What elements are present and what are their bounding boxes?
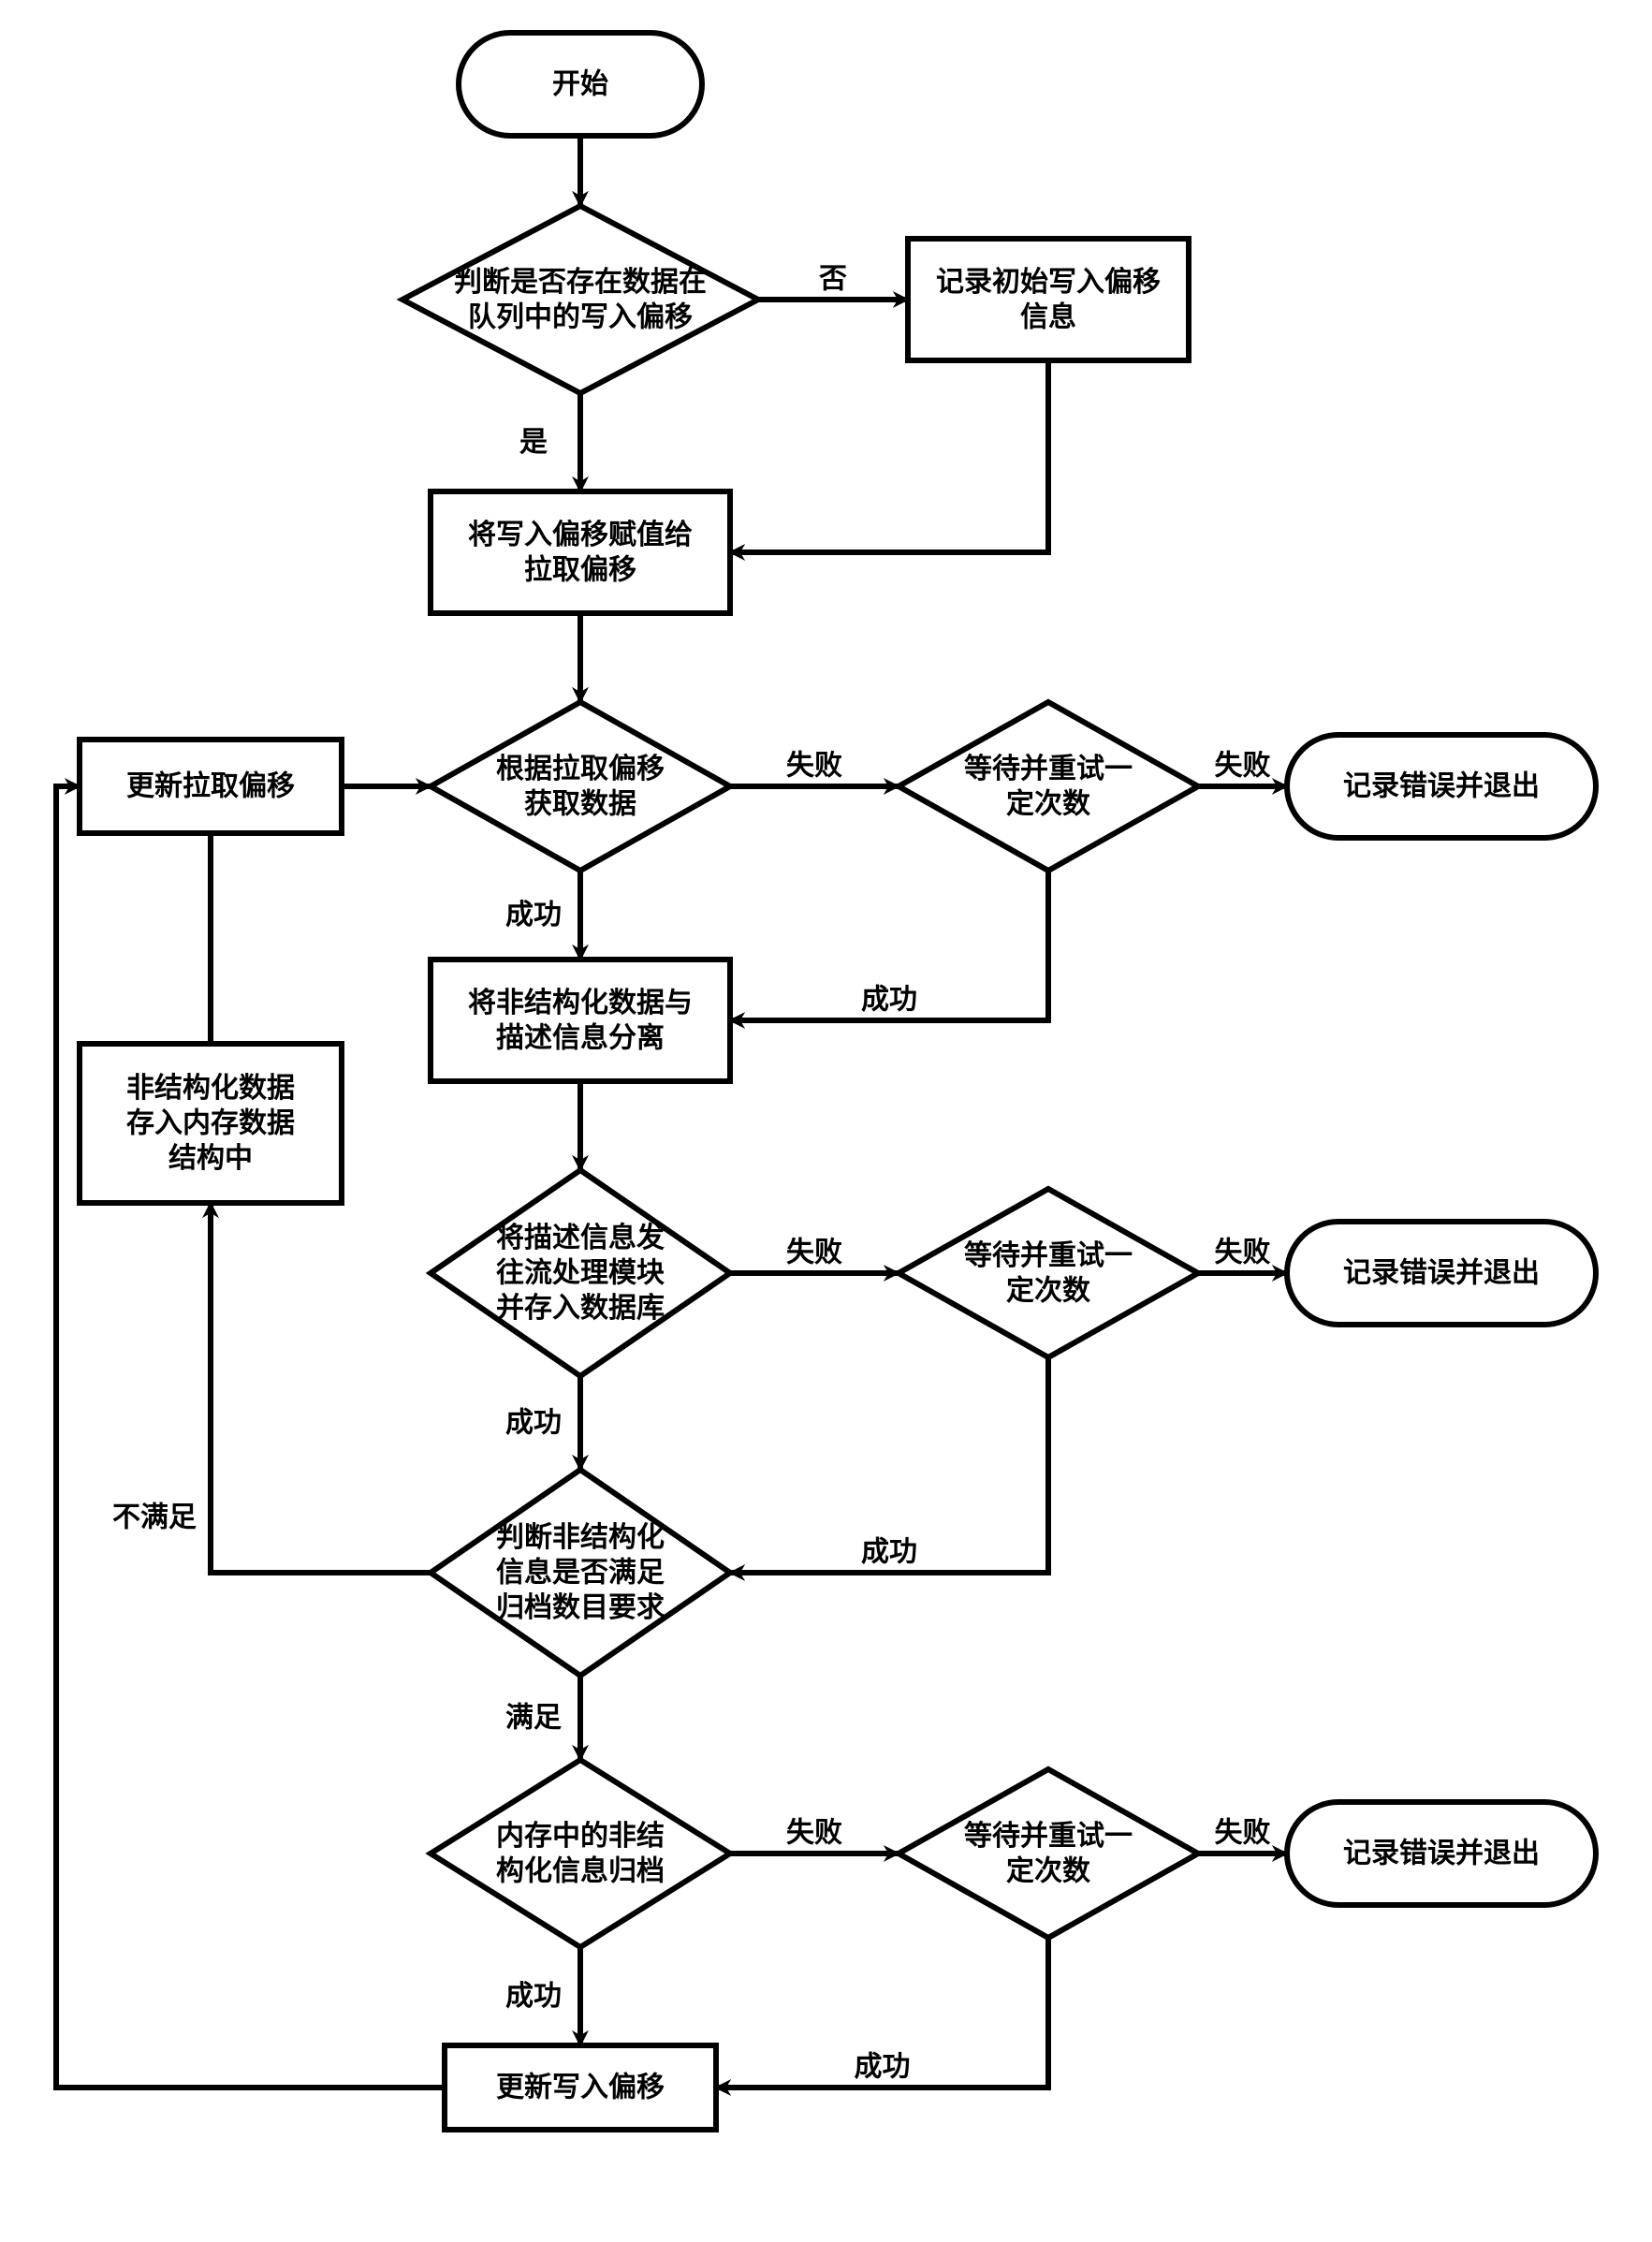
edge-label: 不满足 bbox=[112, 1502, 197, 1532]
edge-label: 失败 bbox=[786, 1818, 842, 1849]
node-label: 等待并重试一 bbox=[964, 1239, 1133, 1271]
node-label: 更新拉取偏移 bbox=[126, 770, 295, 802]
edge-label: 成功 bbox=[505, 1981, 562, 2012]
edge-label: 失败 bbox=[1215, 751, 1271, 782]
edge-label: 失败 bbox=[786, 1238, 842, 1268]
node-p_init bbox=[908, 239, 1189, 360]
edge-label: 失败 bbox=[1215, 1238, 1271, 1268]
node-label: 拉取偏移 bbox=[524, 553, 636, 585]
node-label: 队列中的写入偏移 bbox=[468, 301, 693, 332]
edge bbox=[56, 786, 445, 2088]
node-label: 存入内存数据 bbox=[126, 1108, 295, 1139]
node-label: 信息是否满足 bbox=[496, 1557, 665, 1589]
node-label: 结构中 bbox=[168, 1143, 253, 1174]
node-label: 将描述信息发 bbox=[496, 1222, 665, 1253]
node-label: 等待并重试一 bbox=[964, 753, 1133, 784]
node-label: 获取数据 bbox=[524, 788, 636, 819]
edge-label: 是 bbox=[519, 427, 548, 458]
node-label: 内存中的非结 bbox=[496, 1821, 665, 1852]
node-label: 记录错误并退出 bbox=[1343, 771, 1540, 802]
edge-label: 成功 bbox=[855, 2052, 911, 2083]
edge-label: 成功 bbox=[505, 900, 562, 931]
node-label: 等待并重试一 bbox=[964, 1820, 1133, 1852]
edge bbox=[211, 1203, 431, 1573]
edge-label: 满足 bbox=[505, 1703, 562, 1734]
node-d2 bbox=[431, 702, 730, 871]
node-d1 bbox=[402, 206, 758, 393]
node-d3r bbox=[899, 1189, 1198, 1357]
node-d5 bbox=[431, 1760, 730, 1947]
node-label: 根据拉取偏移 bbox=[496, 753, 665, 784]
node-label: 记录初始写入偏移 bbox=[936, 267, 1161, 298]
node-p_sep bbox=[431, 960, 730, 1081]
node-label: 判断是否存在数据在 bbox=[454, 267, 707, 298]
node-label: 描述信息分离 bbox=[496, 1021, 665, 1053]
edge-label: 成功 bbox=[505, 1408, 562, 1439]
node-label: 非结构化数据 bbox=[126, 1073, 295, 1104]
edge-label: 成功 bbox=[861, 985, 917, 1016]
flowchart-canvas: 否是失败失败成功成功失败失败成功成功满足失败失败成功成功不满足开始判断是否存在数… bbox=[0, 0, 1652, 2242]
node-label: 定次数 bbox=[1006, 1274, 1091, 1306]
node-d2r bbox=[899, 702, 1198, 871]
edge-label: 否 bbox=[819, 264, 847, 295]
node-label: 记录错误并退出 bbox=[1343, 1839, 1540, 1869]
node-label: 构化信息归档 bbox=[496, 1854, 665, 1886]
node-label: 往流处理模块 bbox=[496, 1258, 665, 1289]
edge bbox=[730, 360, 1048, 552]
node-d5r bbox=[899, 1769, 1198, 1938]
edge-label: 失败 bbox=[786, 751, 842, 782]
edge-label: 失败 bbox=[1215, 1818, 1271, 1849]
node-label: 更新写入偏移 bbox=[496, 2073, 665, 2103]
node-label: 定次数 bbox=[1006, 1854, 1091, 1886]
node-label: 将非结构化数据与 bbox=[468, 988, 693, 1018]
node-label: 信息 bbox=[1020, 300, 1076, 332]
node-label: 将写入偏移赋值给 bbox=[468, 520, 693, 550]
node-p_assign bbox=[431, 491, 730, 613]
edge-label: 成功 bbox=[861, 1537, 917, 1568]
node-label: 并存入数据库 bbox=[496, 1293, 665, 1324]
node-label: 归档数目要求 bbox=[496, 1592, 665, 1623]
node-label: 判断非结构化 bbox=[496, 1522, 665, 1553]
node-label: 记录错误并退出 bbox=[1343, 1258, 1540, 1289]
node-label: 定次数 bbox=[1006, 787, 1091, 819]
node-label: 开始 bbox=[552, 69, 608, 100]
